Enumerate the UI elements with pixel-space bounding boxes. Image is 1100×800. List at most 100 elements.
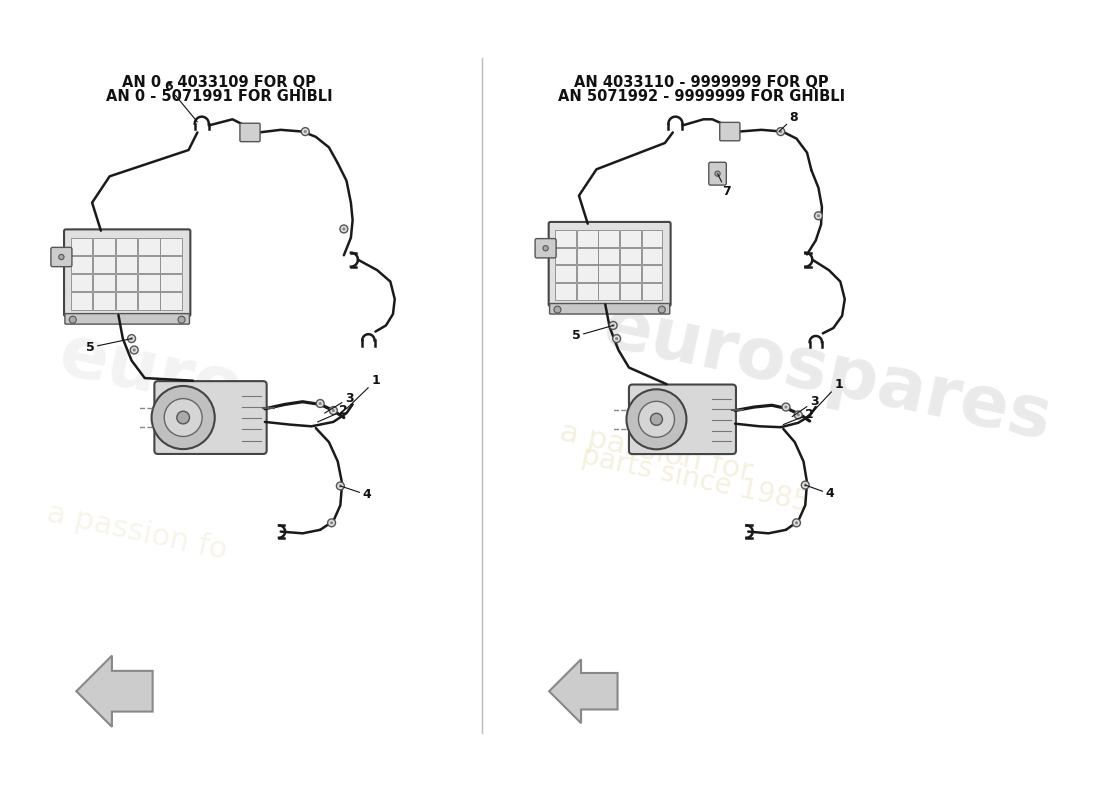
FancyBboxPatch shape xyxy=(641,266,662,282)
Circle shape xyxy=(779,130,782,133)
FancyBboxPatch shape xyxy=(549,222,671,306)
Circle shape xyxy=(178,316,185,323)
Text: 4: 4 xyxy=(805,485,834,500)
Circle shape xyxy=(58,254,64,260)
FancyBboxPatch shape xyxy=(598,230,619,247)
FancyBboxPatch shape xyxy=(70,292,92,310)
FancyBboxPatch shape xyxy=(154,381,266,454)
Circle shape xyxy=(796,414,800,417)
FancyBboxPatch shape xyxy=(708,162,726,185)
FancyBboxPatch shape xyxy=(641,248,662,265)
FancyBboxPatch shape xyxy=(719,122,740,141)
FancyBboxPatch shape xyxy=(116,274,138,291)
FancyBboxPatch shape xyxy=(138,274,160,291)
Circle shape xyxy=(332,409,334,412)
FancyBboxPatch shape xyxy=(641,230,662,247)
Circle shape xyxy=(784,406,788,409)
Circle shape xyxy=(69,316,76,323)
FancyBboxPatch shape xyxy=(70,274,92,291)
FancyBboxPatch shape xyxy=(556,283,576,299)
FancyBboxPatch shape xyxy=(556,266,576,282)
Circle shape xyxy=(328,519,336,526)
Text: a passion for: a passion for xyxy=(557,418,755,487)
Circle shape xyxy=(304,130,307,133)
FancyBboxPatch shape xyxy=(70,238,92,255)
FancyBboxPatch shape xyxy=(550,303,670,314)
Circle shape xyxy=(337,482,344,490)
Circle shape xyxy=(340,225,348,233)
FancyBboxPatch shape xyxy=(161,292,182,310)
Circle shape xyxy=(152,386,214,449)
Text: 2: 2 xyxy=(783,407,814,425)
Text: 7: 7 xyxy=(717,174,730,198)
Text: 2: 2 xyxy=(318,404,349,422)
FancyBboxPatch shape xyxy=(70,256,92,274)
Text: 6: 6 xyxy=(164,80,197,122)
Circle shape xyxy=(801,481,810,489)
Circle shape xyxy=(301,128,309,135)
Circle shape xyxy=(794,411,802,419)
Circle shape xyxy=(330,522,333,524)
Text: euro: euro xyxy=(53,321,249,426)
Circle shape xyxy=(316,399,324,407)
FancyBboxPatch shape xyxy=(576,266,597,282)
Circle shape xyxy=(130,346,139,354)
FancyBboxPatch shape xyxy=(138,256,160,274)
Circle shape xyxy=(817,214,820,218)
FancyBboxPatch shape xyxy=(116,256,138,274)
Text: AN 5071992 - 9999999 FOR GHIBLI: AN 5071992 - 9999999 FOR GHIBLI xyxy=(558,89,845,104)
Text: 1: 1 xyxy=(346,374,380,409)
Circle shape xyxy=(782,403,790,411)
Circle shape xyxy=(777,128,784,135)
FancyBboxPatch shape xyxy=(51,247,72,266)
Text: parts since 1985: parts since 1985 xyxy=(579,441,812,517)
FancyBboxPatch shape xyxy=(116,238,138,255)
Circle shape xyxy=(650,414,662,426)
Circle shape xyxy=(627,390,686,450)
FancyBboxPatch shape xyxy=(240,123,260,142)
FancyBboxPatch shape xyxy=(116,292,138,310)
FancyBboxPatch shape xyxy=(94,238,114,255)
FancyBboxPatch shape xyxy=(138,292,160,310)
Polygon shape xyxy=(549,659,617,723)
Text: 1: 1 xyxy=(812,378,843,412)
Polygon shape xyxy=(76,656,153,727)
FancyBboxPatch shape xyxy=(576,230,597,247)
FancyBboxPatch shape xyxy=(576,248,597,265)
FancyBboxPatch shape xyxy=(64,230,190,316)
FancyBboxPatch shape xyxy=(535,238,557,258)
FancyBboxPatch shape xyxy=(556,230,576,247)
FancyBboxPatch shape xyxy=(576,283,597,299)
Circle shape xyxy=(792,519,801,526)
FancyBboxPatch shape xyxy=(620,248,640,265)
Circle shape xyxy=(128,334,135,342)
FancyBboxPatch shape xyxy=(94,274,114,291)
Text: 5: 5 xyxy=(572,326,613,342)
Circle shape xyxy=(795,522,799,524)
FancyBboxPatch shape xyxy=(65,314,189,324)
Circle shape xyxy=(177,411,189,424)
Circle shape xyxy=(804,483,806,486)
Text: AN 0 - 5071991 FOR GHIBLI: AN 0 - 5071991 FOR GHIBLI xyxy=(106,89,332,104)
Text: AN 4033110 - 9999999 FOR QP: AN 4033110 - 9999999 FOR QP xyxy=(574,75,829,90)
Circle shape xyxy=(638,402,674,438)
FancyBboxPatch shape xyxy=(94,256,114,274)
FancyBboxPatch shape xyxy=(620,266,640,282)
FancyBboxPatch shape xyxy=(598,266,619,282)
FancyBboxPatch shape xyxy=(598,248,619,265)
FancyBboxPatch shape xyxy=(94,292,114,310)
Text: 8: 8 xyxy=(779,111,799,131)
FancyBboxPatch shape xyxy=(641,283,662,299)
Circle shape xyxy=(658,306,666,313)
FancyBboxPatch shape xyxy=(161,256,182,274)
FancyBboxPatch shape xyxy=(138,238,160,255)
Circle shape xyxy=(342,227,345,230)
FancyBboxPatch shape xyxy=(598,283,619,299)
Text: 5: 5 xyxy=(86,338,132,354)
Text: 3: 3 xyxy=(792,395,818,417)
Circle shape xyxy=(613,334,620,342)
FancyBboxPatch shape xyxy=(161,274,182,291)
FancyBboxPatch shape xyxy=(629,385,736,454)
Circle shape xyxy=(554,306,561,313)
Circle shape xyxy=(814,212,823,220)
